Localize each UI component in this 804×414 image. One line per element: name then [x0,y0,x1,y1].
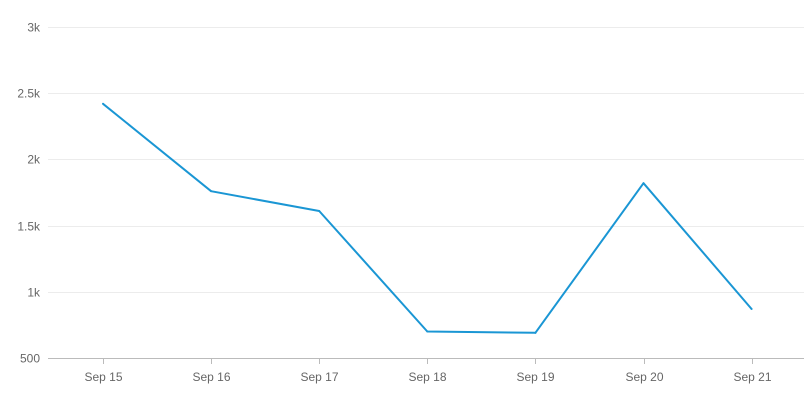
series-group [102,102,753,334]
data-point [534,331,537,334]
y-tick-label: 1.5k [17,220,41,234]
data-point [426,330,429,333]
x-tick-label: Sep 19 [516,370,554,384]
y-tick-label: 3k [27,21,41,35]
y-axis: 500 1k 1.5k 2k 2.5k 3k [17,21,41,366]
x-tick-label: Sep 20 [625,370,663,384]
x-tick-label: Sep 21 [733,370,771,384]
data-point [642,182,645,185]
series-line [102,103,753,334]
data-point [102,102,104,105]
y-tick-label: 1k [27,286,41,300]
x-axis: Sep 15 Sep 16 Sep 17 Sep 18 Sep 19 Sep 20 Sep … [48,358,804,384]
gridlines [48,27,804,293]
x-tick-label: Sep 16 [192,370,230,384]
x-tick-label: Sep 17 [300,370,338,384]
data-point [318,210,321,213]
x-tick-label: Sep 15 [84,370,122,384]
y-tick-label: 500 [20,352,40,366]
data-point [210,190,213,193]
y-tick-label: 2k [27,153,41,167]
data-point [750,308,753,311]
y-tick-label: 2.5k [17,87,41,101]
x-tick-label: Sep 18 [408,370,446,384]
